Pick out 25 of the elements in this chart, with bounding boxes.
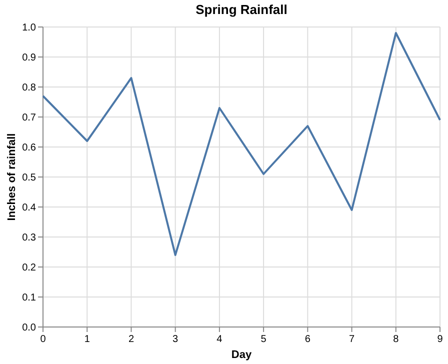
- x-tick-label: 2: [128, 334, 134, 345]
- y-tick-label: 1.0: [22, 22, 36, 34]
- y-tick-label: 0.4: [22, 202, 36, 214]
- y-tick-label: 0.9: [22, 52, 36, 64]
- y-axis-title: Inches of rainfall: [6, 133, 18, 221]
- y-tick-label: 0.1: [22, 292, 36, 304]
- x-tick-label: 0: [40, 334, 46, 345]
- y-tick-label: 0.7: [22, 112, 36, 124]
- y-tick-label: 0.5: [22, 172, 36, 184]
- y-tick-label: 0.6: [22, 142, 36, 154]
- y-tick-label: 0.2: [22, 262, 36, 274]
- x-tick-label: 1: [84, 334, 90, 345]
- y-tick-label: 0.3: [22, 232, 36, 244]
- x-tick-label: 3: [172, 334, 179, 345]
- x-axis-title: Day: [231, 349, 252, 361]
- y-tick-label: 0.0: [22, 322, 36, 334]
- x-tick-label: 7: [348, 334, 355, 345]
- chart-title: Spring Rainfall: [196, 2, 288, 17]
- y-tick-label: 0.8: [22, 82, 36, 94]
- x-tick-label: 4: [216, 334, 223, 345]
- x-tick-label: 5: [260, 334, 267, 345]
- x-tick-label: 9: [437, 334, 444, 345]
- x-tick-label: 8: [393, 334, 400, 345]
- x-tick-label: 6: [304, 334, 311, 345]
- line-series: [42, 32, 441, 256]
